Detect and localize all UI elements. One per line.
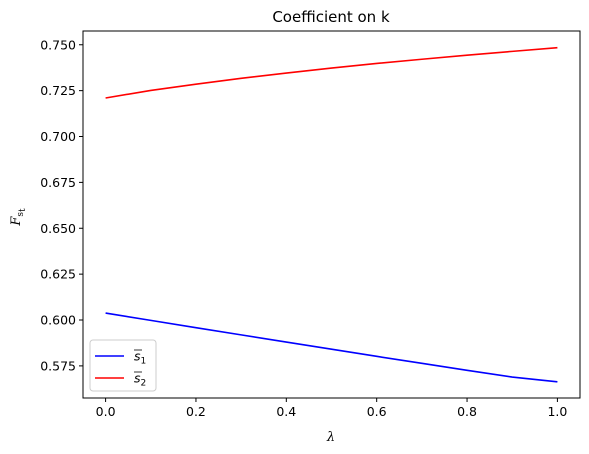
series-line-1 — [105, 312, 558, 383]
y-tick-label: 0.725 — [40, 83, 76, 98]
axes-frame — [82, 30, 581, 399]
series-layer — [105, 46, 558, 383]
y-axis-label-sub: s — [16, 212, 26, 217]
x-tick-label: 0.0 — [96, 404, 116, 419]
y-axis-label: Fst — [9, 208, 28, 227]
y-axis-label-subsub: t — [18, 208, 28, 212]
y-tick-label: 0.575 — [40, 358, 76, 373]
x-tick-label: 1.0 — [547, 404, 567, 419]
y-tick-label: 0.650 — [40, 221, 76, 236]
y-axis-label-main: F — [9, 216, 24, 227]
x-tick-label: 0.4 — [276, 404, 296, 419]
legend-label-2: s2 — [134, 371, 146, 389]
y-tick-label: 0.750 — [40, 37, 76, 52]
legend-label-main: s — [134, 349, 141, 364]
x-tick-label: 0.8 — [457, 404, 477, 419]
y-tick-label: 0.700 — [40, 129, 76, 144]
x-tick-label: 0.6 — [367, 404, 387, 419]
y-axis-ticks: 0.575 0.600 0.625 0.650 0.675 0.700 0.725 0.750 — [40, 37, 83, 373]
chart-title: Coefficient on k — [272, 8, 390, 26]
series-line-2 — [105, 46, 558, 99]
plot-area — [82, 30, 581, 399]
y-tick-label: 0.625 — [40, 267, 76, 282]
x-axis-ticks: 0.0 0.2 0.4 0.6 0.8 1.0 — [96, 398, 567, 419]
x-tick-label: 0.2 — [186, 404, 206, 419]
legend-label-1: s1 — [134, 349, 146, 367]
legend-label-main: s — [134, 371, 141, 386]
legend-label-sub: 2 — [141, 379, 147, 389]
x-axis-label: λ — [326, 430, 335, 445]
y-tick-label: 0.675 — [40, 175, 76, 190]
y-tick-label: 0.600 — [40, 313, 76, 328]
legend-label-sub: 1 — [141, 357, 147, 367]
